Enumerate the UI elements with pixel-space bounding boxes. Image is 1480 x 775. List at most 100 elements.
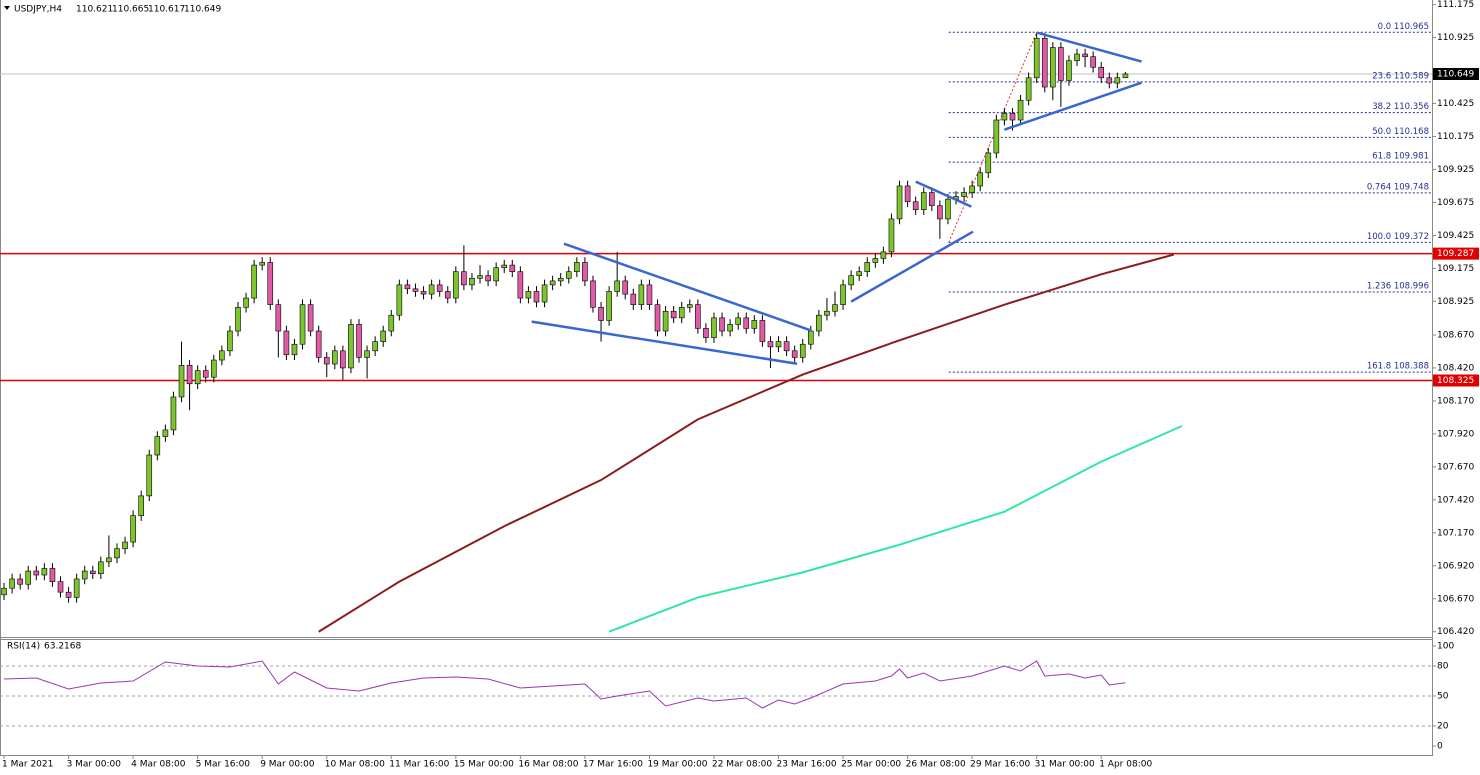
candle-body [323,357,330,365]
candle-body [461,271,467,286]
y-tick-label: 107.920 [1437,429,1474,439]
y-tick-label: 109.675 [1437,198,1474,208]
candle-body [170,396,177,431]
candle-body [888,218,895,253]
candle-body [840,284,846,305]
y-tick-label: 108.670 [1437,330,1474,340]
y-tick-label: 80 [1437,662,1449,672]
candle-body [646,284,653,305]
x-tick-label: 16 Mar 08:00 [518,760,578,770]
candle-body [662,310,669,332]
candle-body [1114,77,1121,84]
y-tick-label: 100 [1437,642,1454,652]
candle-body [340,350,346,369]
candle-body [985,152,992,174]
candle-body [98,561,104,574]
candle-body [848,275,854,286]
y-tick-label: 106.920 [1437,561,1474,571]
last-low: 110.617 [148,5,185,15]
candle-body [372,341,378,352]
candle-body [574,262,580,272]
fib-label: 100.0 109.372 [1367,232,1429,242]
candle-body [186,365,193,385]
candle-body [9,578,15,589]
candle-body [162,429,169,437]
x-tick-label: 15 Mar 00:00 [454,760,514,770]
candle-body [436,284,443,292]
candle-body [348,324,354,369]
candle-body [727,324,733,332]
y-tick-label: 107.420 [1437,495,1474,505]
candle-body [880,251,887,259]
candle-body [961,192,967,197]
candle-body [872,258,879,263]
candle-body [106,557,112,563]
candle-body [759,320,766,342]
candle-body [582,262,588,282]
candle-body [920,192,927,210]
fib-label: 0.0 110.965 [1378,22,1429,32]
x-tick-label: 26 Mar 08:00 [906,760,966,770]
candle-body [509,264,516,272]
fib-label: 38.2 110.356 [1372,102,1429,112]
x-tick-label: 10 Mar 08:00 [325,760,385,770]
candle-body [541,284,548,303]
candle-body [670,310,677,319]
fib-label: 1.236 108.996 [1367,281,1429,291]
y-tick-label: 109.175 [1437,264,1474,274]
candle-body [977,172,984,187]
x-tick-label: 25 Mar 00:00 [841,760,901,770]
candle-body [703,328,709,338]
candle-body [283,330,290,356]
candle-body [630,293,637,305]
x-tick-label: 5 Mar 16:00 [196,760,251,770]
y-tick-label: 110.925 [1437,33,1474,43]
hline-tag-label: 109.287 [1437,249,1474,259]
candle-body [614,280,620,292]
candle-body [775,341,782,348]
candle-body [25,570,32,585]
price-tag [1433,67,1479,80]
candle-body [864,262,871,272]
candle-body [364,350,370,358]
candle-body [243,297,249,308]
x-tick-label: 23 Mar 16:00 [777,760,837,770]
candle-body [469,277,475,286]
candle-body [711,317,717,338]
moving-average [318,253,1175,633]
x-tick-label: 1 Apr 08:00 [1099,760,1152,770]
candle-body [477,275,483,279]
trendline [1004,81,1142,131]
y-tick-label: 110.175 [1437,132,1474,142]
chart-title: USDJPY,H4 [14,5,62,15]
candle-body [227,330,233,352]
hline-tag-label: 108.325 [1437,376,1474,386]
candle-body [202,370,209,378]
fib-label: 61.8 109.981 [1372,152,1429,162]
fib-label: 23.6 110.589 [1372,71,1429,81]
candle-body [380,330,387,342]
trendline [563,242,813,332]
x-tick-label: 11 Mar 16:00 [389,760,449,770]
candle-body [606,291,612,321]
candle-body [1050,47,1056,88]
candle-body [945,198,951,220]
fib-label: 50.0 110.168 [1372,127,1429,137]
y-tick-label: 108.925 [1437,297,1474,307]
x-tick-label: 29 Mar 16:00 [970,760,1030,770]
candle-body [493,267,499,282]
candle-body [904,185,911,203]
fib-label: 161.8 108.388 [1367,362,1429,372]
candle-body [686,304,693,308]
y-tick-label: 20 [1437,722,1449,732]
candle-body [1066,60,1072,81]
candle-body [678,306,685,319]
candle-body [856,271,863,276]
candle-body [1090,56,1096,68]
trendline [1036,31,1142,63]
x-tick-label: 17 Mar 16:00 [583,760,643,770]
candle-body [525,291,532,299]
candle-body [57,581,64,593]
candle-body [767,341,774,348]
candle-body [565,271,572,279]
